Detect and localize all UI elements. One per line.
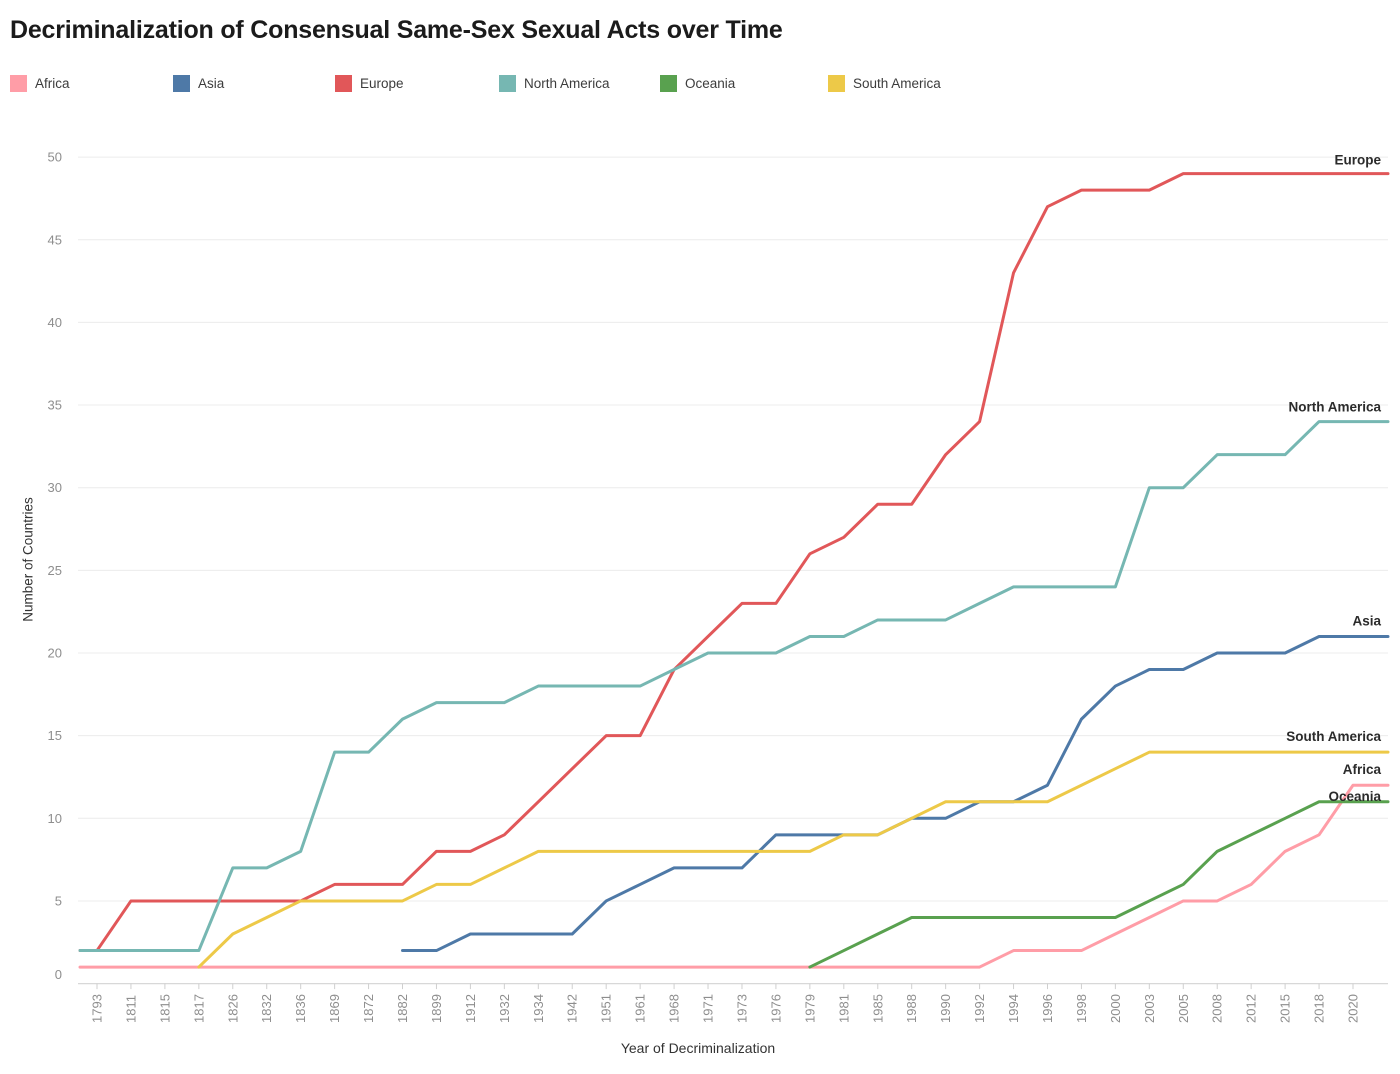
x-tick-label-1826: 1826 [225,994,240,1023]
x-tick-label-1988: 1988 [904,994,919,1023]
series-line-asia[interactable] [401,634,1390,953]
legend-swatch-icon [660,74,677,92]
legend-label: Africa [35,75,70,91]
y-tick-label-25: 25 [48,563,62,578]
x-tick-label-2015: 2015 [1278,994,1293,1023]
x-tick-label-1961: 1961 [633,994,648,1023]
x-tick-label-1996: 1996 [1040,994,1055,1023]
x-tick-label-1793: 1793 [90,994,105,1023]
x-tick-label-1934: 1934 [531,994,546,1023]
x-tick-label-1882: 1882 [395,994,410,1023]
series-line-europe[interactable] [78,172,1390,953]
x-tick-label-2005: 2005 [1176,994,1191,1023]
legend-label: Oceania [685,75,736,91]
series-end-label-africa: Africa [1343,762,1382,777]
y-tick-label-10: 10 [48,811,62,826]
x-tick-label-2003: 2003 [1142,994,1157,1023]
y-tick-label-50: 50 [48,150,62,165]
x-tick-label-1815: 1815 [157,994,172,1023]
series-end-label-south-america: South America [1286,729,1381,744]
legend-item-europe[interactable]: Europe [335,72,404,94]
x-tick-label-2008: 2008 [1210,994,1225,1023]
x-tick-label-2018: 2018 [1312,994,1327,1023]
legend-item-asia[interactable]: Asia [173,72,224,94]
x-tick-label-2000: 2000 [1108,994,1123,1023]
legend-item-north-america[interactable]: North America [499,72,610,94]
x-tick-label-1998: 1998 [1074,994,1089,1023]
x-tick-label-1932: 1932 [497,994,512,1023]
legend-swatch-icon [10,74,27,92]
y-tick-label-30: 30 [48,480,62,495]
legend-label: North America [524,75,610,91]
x-tick-label-1899: 1899 [429,994,444,1023]
x-tick-label-1976: 1976 [768,994,783,1023]
legend-label: Europe [360,75,404,91]
legend-label: South America [853,75,941,91]
x-tick-label-1869: 1869 [327,994,342,1023]
legend-item-africa[interactable]: Africa [10,72,70,94]
legend-label: Asia [198,75,225,91]
x-tick-label-1990: 1990 [938,994,953,1023]
x-tick-label-1872: 1872 [361,994,376,1023]
y-tick-label-15: 15 [48,728,62,743]
x-tick-label-1912: 1912 [463,994,478,1023]
x-tick-label-1942: 1942 [565,994,580,1023]
x-tick-label-1836: 1836 [293,994,308,1023]
legend: Africa Asia Europe North America Oceania Sout… [0,72,1400,96]
legend-swatch-icon [335,74,352,92]
y-tick-label-20: 20 [48,646,62,661]
legend-swatch-icon [173,74,190,92]
series-line-africa[interactable] [78,783,1390,969]
legend-item-south-america[interactable]: South America [828,72,941,94]
x-tick-label-2020: 2020 [1346,994,1361,1023]
x-tick-label-1994: 1994 [1006,994,1021,1023]
x-axis-title: Year of Decriminalization [620,1040,776,1056]
y-tick-label-35: 35 [48,398,62,413]
legend-swatch-icon [828,74,845,92]
series-end-label-europe: Europe [1334,153,1381,168]
legend-swatch-icon [499,74,516,92]
x-tick-label-1985: 1985 [870,994,885,1023]
series-line-south-america[interactable] [197,750,1390,969]
y-tick-label-0: 0 [55,967,62,982]
legend-item-oceania[interactable]: Oceania [660,72,735,94]
series-end-label-oceania: Oceania [1328,789,1381,804]
x-tick-label-1971: 1971 [701,994,716,1023]
x-tick-label-1832: 1832 [259,994,274,1023]
series-line-oceania[interactable] [808,800,1390,969]
y-tick-label-45: 45 [48,232,62,247]
x-tick-label-1973: 1973 [734,994,749,1023]
series-line-north-america[interactable] [78,420,1390,953]
y-tick-label-5: 5 [55,893,62,908]
x-tick-label-1968: 1968 [667,994,682,1023]
series-end-label-north-america: North America [1288,400,1381,415]
x-tick-label-1981: 1981 [836,994,851,1023]
series-end-label-asia: Asia [1352,613,1381,628]
x-tick-label-2012: 2012 [1244,994,1259,1023]
x-tick-label-1992: 1992 [972,994,987,1023]
x-tick-label-1951: 1951 [599,994,614,1023]
x-tick-label-1811: 1811 [123,995,138,1023]
chart-title: Decriminalization of Consensual Same-Sex… [10,16,783,44]
x-tick-label-1979: 1979 [802,994,817,1023]
y-tick-label-40: 40 [48,315,62,330]
x-tick-label-1817: 1817 [191,994,206,1023]
